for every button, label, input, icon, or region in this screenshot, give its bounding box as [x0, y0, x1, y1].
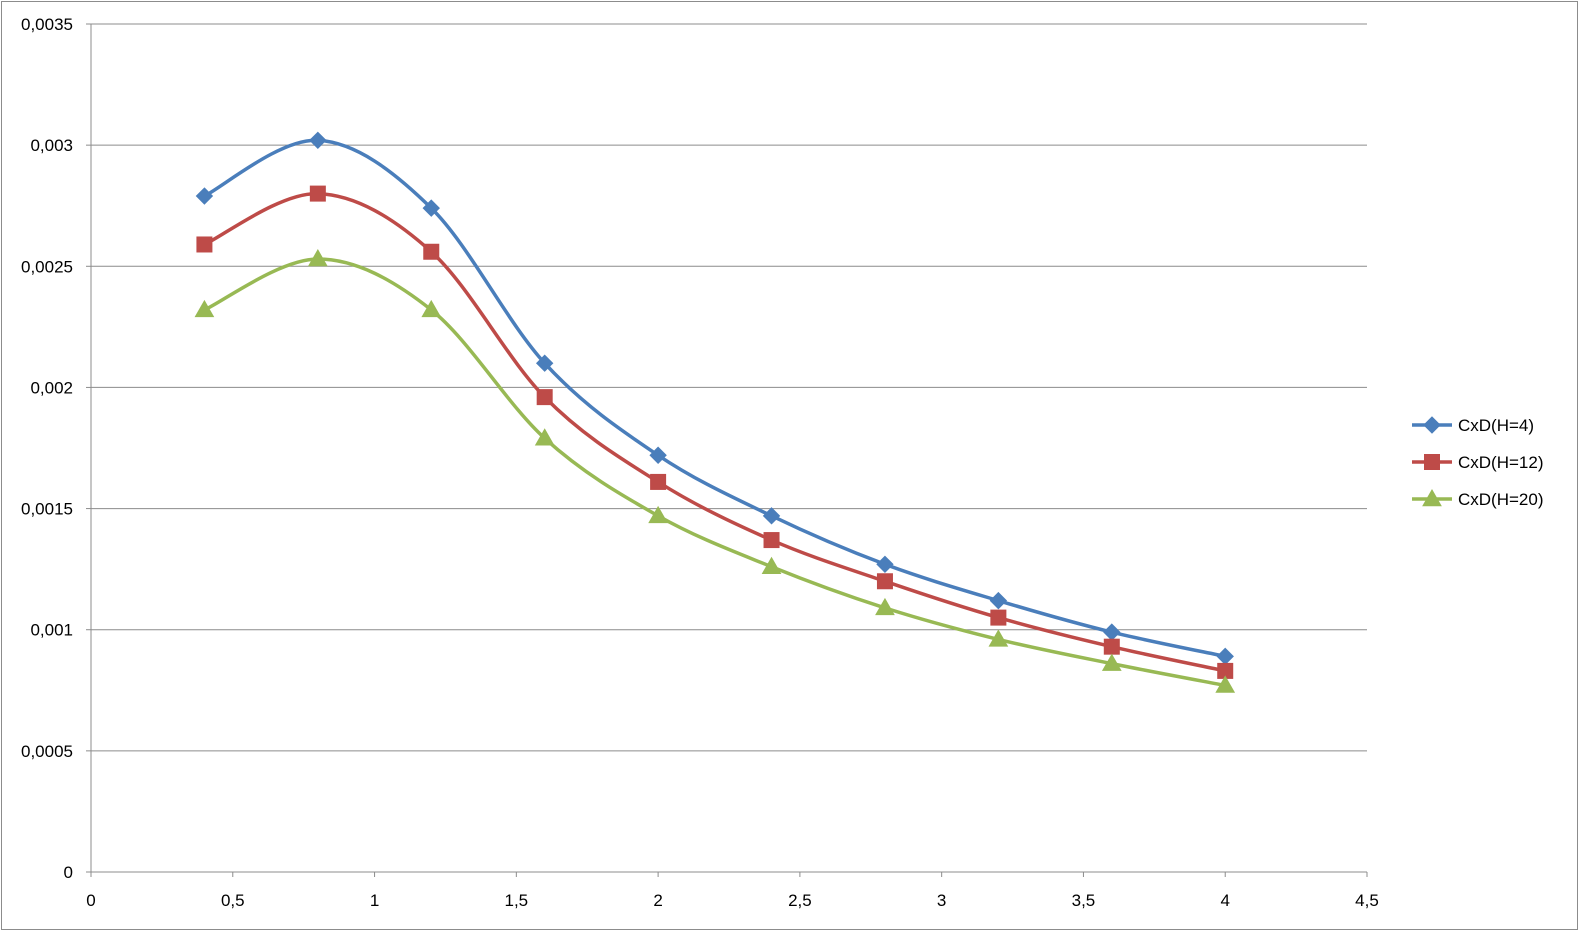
- data-point: [309, 131, 327, 150]
- legend-label: CxD(H=12): [1458, 453, 1544, 472]
- data-point: [761, 556, 782, 574]
- data-point: [196, 236, 213, 253]
- series-1: [196, 185, 1234, 679]
- data-point: [423, 243, 440, 260]
- data-point: [1216, 647, 1234, 666]
- x-tick-label: 2,5: [788, 891, 812, 910]
- data-point: [1101, 653, 1122, 671]
- x-tick-label: 1: [370, 891, 379, 910]
- data-point: [990, 609, 1007, 626]
- x-tick-label: 3: [937, 891, 946, 910]
- series-0: [195, 131, 1234, 666]
- series-layer: [194, 131, 1236, 693]
- y-tick-label: 0,002: [30, 378, 73, 397]
- x-tick-label: 1,5: [505, 891, 529, 910]
- data-point: [875, 597, 895, 616]
- y-tick-label: 0,0025: [21, 257, 73, 276]
- gridlines: [91, 23, 1367, 752]
- x-tick-label: 4: [1220, 891, 1229, 910]
- x-tick-label: 2: [653, 891, 662, 910]
- series-line: [203, 138, 1226, 659]
- y-tick-label: 0,003: [30, 136, 73, 155]
- legend-marker: [1423, 416, 1441, 434]
- y-tick-label: 0,0005: [21, 742, 73, 761]
- data-point: [763, 532, 780, 549]
- legend-label: CxD(H=20): [1458, 490, 1544, 509]
- legend-item: CxD(H=4): [1412, 416, 1534, 435]
- y-tick-label: 0,0015: [21, 500, 73, 519]
- legend-marker: [1424, 454, 1440, 470]
- data-point: [307, 249, 328, 267]
- data-point: [309, 185, 326, 202]
- data-point: [1215, 675, 1236, 693]
- series-line: [203, 257, 1226, 688]
- x-tick-label: 4,5: [1355, 891, 1379, 910]
- legend-item: CxD(H=12): [1412, 453, 1544, 472]
- axes: 0 0,0005 0,001 0,0015 0,002 0,0025 0,003 0,0035…: [21, 15, 1379, 910]
- data-point: [988, 629, 1009, 647]
- data-point: [1103, 638, 1120, 655]
- x-tick-label: 0: [86, 891, 95, 910]
- legend-item: CxD(H=20): [1412, 488, 1544, 509]
- data-point: [536, 389, 553, 406]
- data-point: [650, 473, 667, 490]
- x-tick-label: 3,5: [1072, 891, 1096, 910]
- data-point: [649, 446, 667, 464]
- legend: CxD(H=4) CxD(H=12) CxD(H=20): [1412, 416, 1544, 509]
- data-point: [194, 299, 215, 318]
- y-tick-label: 0: [64, 863, 73, 882]
- data-point: [648, 505, 668, 524]
- data-point: [762, 507, 781, 525]
- x-tick-label: 0,5: [221, 891, 245, 910]
- data-point: [421, 299, 442, 318]
- data-point: [1103, 623, 1121, 641]
- legend-marker: [1422, 488, 1442, 507]
- data-point: [535, 354, 554, 372]
- legend-label: CxD(H=4): [1458, 416, 1534, 435]
- data-point: [989, 591, 1008, 610]
- data-point: [422, 199, 440, 217]
- y-tick-label: 0,0035: [21, 15, 73, 34]
- data-point: [876, 573, 893, 590]
- data-point: [195, 187, 214, 205]
- data-point: [876, 555, 894, 574]
- data-point: [534, 428, 555, 446]
- y-tick-label: 0,001: [30, 621, 73, 640]
- series-line: [203, 191, 1226, 673]
- series-2: [194, 249, 1236, 693]
